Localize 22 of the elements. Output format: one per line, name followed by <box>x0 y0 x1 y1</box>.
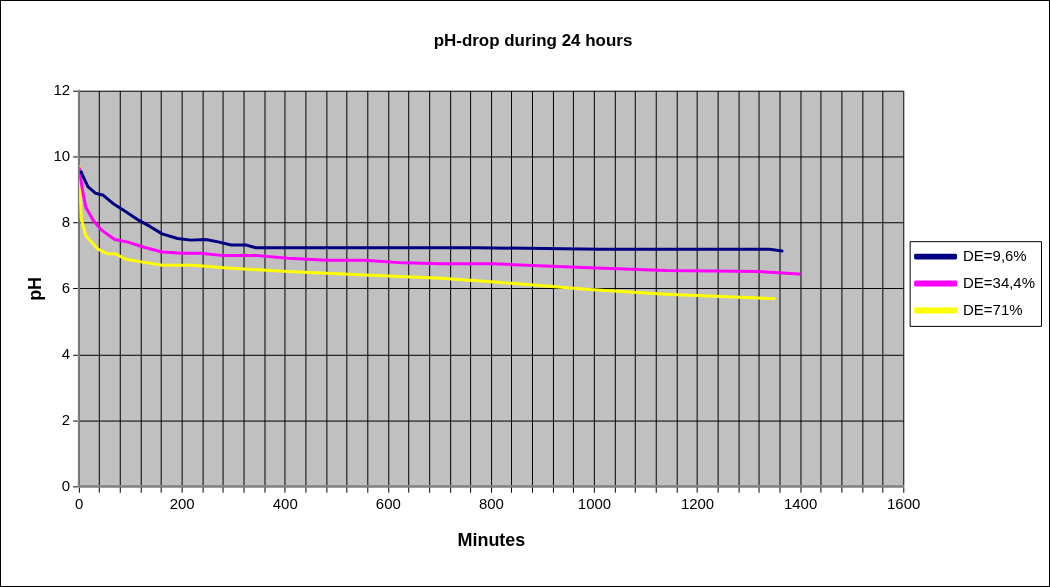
y-tick-label: 2 <box>61 410 71 428</box>
y-tick-label: 8 <box>61 213 71 231</box>
x-tick-label: 1200 <box>680 494 715 512</box>
x-tick-label: 400 <box>272 494 298 512</box>
y-tick-label: 0 <box>61 476 71 494</box>
legend-label: DE=34,4% <box>963 273 1035 291</box>
legend-label: DE=9,6% <box>963 246 1027 264</box>
legend-label: DE=71% <box>963 300 1023 318</box>
y-tick-label: 10 <box>53 147 71 165</box>
x-axis-title: Minutes <box>457 530 526 551</box>
y-tick-label: 6 <box>61 279 71 297</box>
y-tick-label: 12 <box>53 81 71 99</box>
x-tick-label: 600 <box>375 494 401 512</box>
x-tick-label: 800 <box>478 494 504 512</box>
x-tick-label: 1400 <box>783 494 818 512</box>
x-tick-label: 1600 <box>887 494 921 512</box>
x-tick-label: 200 <box>169 494 195 512</box>
y-axis-title: pH <box>24 276 45 301</box>
chart-title: pH-drop during 24 hours <box>433 30 633 50</box>
y-tick-label: 4 <box>61 344 71 362</box>
x-tick-label: 1000 <box>577 494 612 512</box>
x-tick-label: 0 <box>74 494 84 512</box>
